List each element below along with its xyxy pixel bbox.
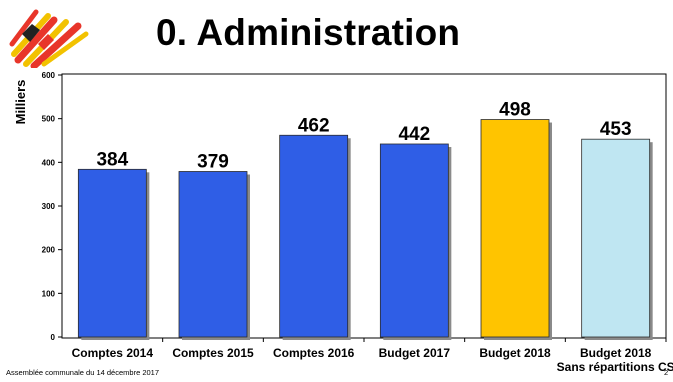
y-tick-label: 600 xyxy=(42,71,56,80)
x-tick-label: Budget 2018 xyxy=(580,346,652,360)
bar xyxy=(77,168,147,338)
y-axis-label: Milliers xyxy=(13,80,28,125)
plot-area xyxy=(61,73,667,339)
bar-value-label: 442 xyxy=(398,124,430,145)
y-tick-label: 500 xyxy=(42,115,56,124)
x-tick-label: Budget 2017 xyxy=(379,346,451,360)
x-tick-label: Comptes 2015 xyxy=(172,346,254,360)
y-tick-label: 0 xyxy=(51,333,56,342)
bar-value-label: 379 xyxy=(197,152,229,173)
bar-value-label: 384 xyxy=(96,149,128,170)
page-title: 0. Administration xyxy=(156,12,461,53)
y-tick-label: 400 xyxy=(42,158,56,167)
bar-value-label: 498 xyxy=(499,100,531,121)
x-tick-label: Comptes 2016 xyxy=(273,346,355,360)
y-tick-label: 100 xyxy=(42,289,56,298)
x-tick-label: Comptes 2014 xyxy=(72,346,154,360)
x-axis: Comptes 2014 Comptes 2015 Comptes 2016 Budg… xyxy=(72,338,673,374)
bars: 384 379 462 442 498 453 xyxy=(77,100,653,340)
bar xyxy=(480,119,550,338)
x-tick-label: Sans répartitions CS xyxy=(557,360,673,374)
page-number: 2 xyxy=(664,368,669,377)
x-tick-label: Budget 2018 xyxy=(479,346,551,360)
y-axis: 0 100 200 300 400 500 600 xyxy=(42,71,63,342)
bar-value-label: 462 xyxy=(298,115,330,136)
bar xyxy=(581,138,651,338)
y-tick-label: 300 xyxy=(42,202,56,211)
municipal-logo-icon xyxy=(9,9,89,68)
footer-text: Assemblée communale du 14 décembre 2017 xyxy=(6,368,160,377)
bar xyxy=(178,171,248,338)
bar-value-label: 453 xyxy=(600,119,632,140)
bar xyxy=(279,134,349,338)
bar xyxy=(379,143,449,338)
y-tick-label: 200 xyxy=(42,246,56,255)
